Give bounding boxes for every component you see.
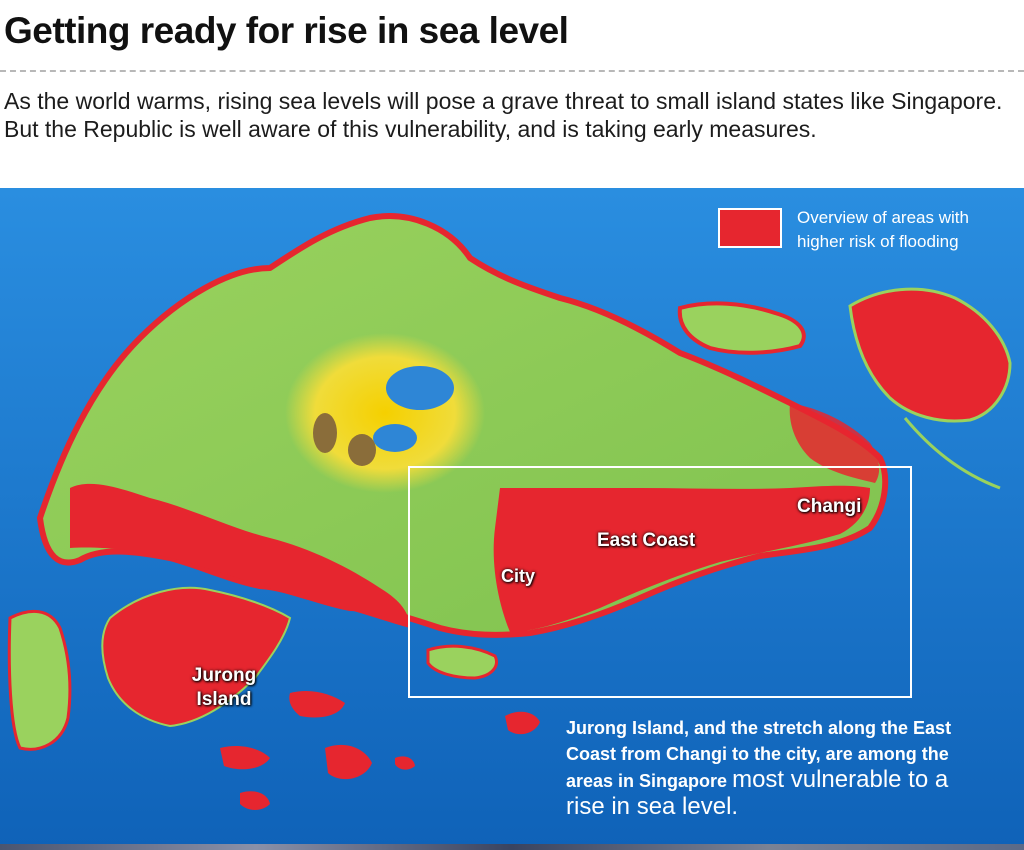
southern-island xyxy=(395,756,415,770)
annotation-note: Jurong Island, and the stretch along the… xyxy=(566,715,986,821)
flood-area-west-coast xyxy=(70,483,410,628)
reservoir xyxy=(373,424,417,452)
tekong-reclamation xyxy=(903,417,1001,490)
quarry xyxy=(348,434,376,466)
pulau-tekong xyxy=(848,287,1012,423)
standfirst: As the world warms, rising sea levels wi… xyxy=(4,88,1003,142)
southern-island xyxy=(220,746,270,770)
southern-island xyxy=(325,744,372,780)
place-label-city: City xyxy=(501,566,536,586)
southern-island xyxy=(240,791,270,810)
dashed-divider xyxy=(0,70,1024,72)
reservoir xyxy=(386,366,454,410)
place-label-east-coast: East Coast xyxy=(597,530,696,551)
singapore-flood-risk-map: Overview of areas with higher risk of fl… xyxy=(0,188,1024,850)
place-label-jurong-island: Jurong Island xyxy=(191,665,257,710)
legend-swatch xyxy=(718,208,782,248)
southern-island xyxy=(505,711,540,735)
photo-strip xyxy=(0,844,1024,850)
annotation-emphasis: most vulnerable to a rise in sea level. xyxy=(566,766,949,820)
focus-box-east-coast xyxy=(408,466,912,698)
annotation-text: Jurong Island, and the stretch along the… xyxy=(566,718,952,791)
southern-island xyxy=(289,691,345,718)
sentosa-island xyxy=(426,644,498,680)
place-label-changi: Changi xyxy=(797,496,862,517)
jurong-island-shape xyxy=(101,586,292,728)
tuas-peninsula xyxy=(7,609,72,751)
legend-label: Overview of areas with higher risk of fl… xyxy=(797,208,969,251)
map-graphic xyxy=(0,188,1024,850)
pulau-ubin xyxy=(677,301,806,355)
quarry xyxy=(313,413,337,453)
headline: Getting ready for rise in sea level xyxy=(4,10,569,51)
flood-area-changi xyxy=(789,403,880,483)
flood-area-east-coast xyxy=(493,485,870,632)
